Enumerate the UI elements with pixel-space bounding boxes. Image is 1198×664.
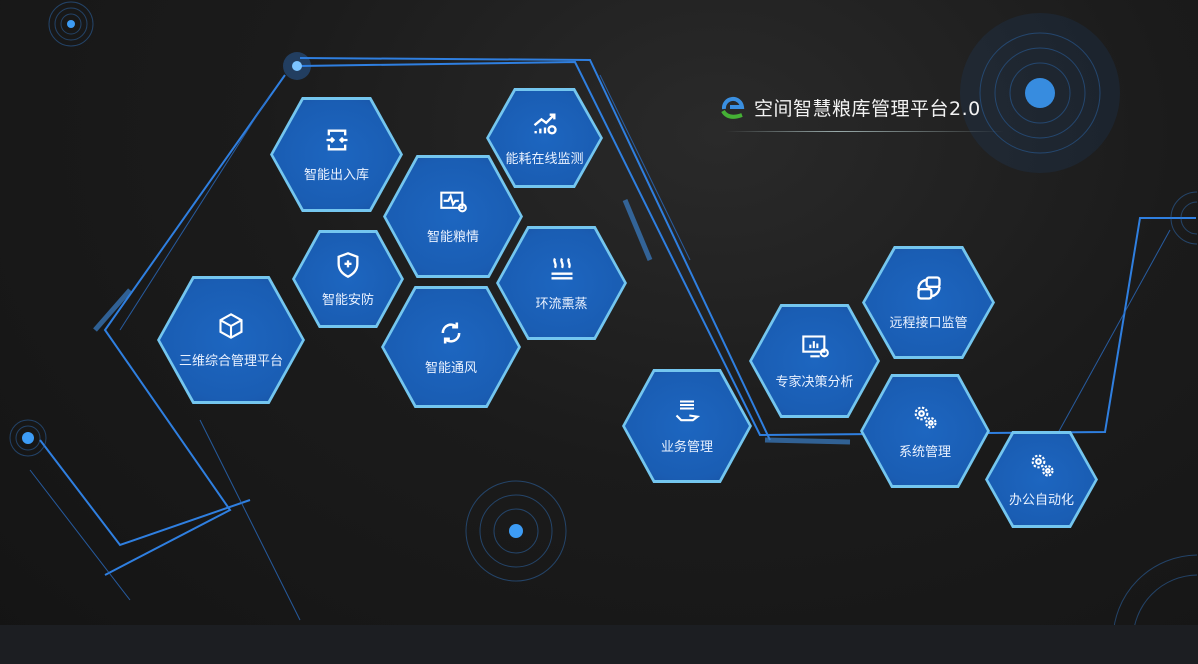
module-smart-ventilation[interactable]: 智能通风 [381,286,521,408]
module-system-management[interactable]: 系统管理 [860,374,990,488]
module-energy-monitoring[interactable]: 能耗在线监测 [486,88,603,188]
module-label: 系统管理 [898,444,951,460]
module-label: 专家决策分析 [775,374,854,390]
analytics-screen-icon [801,334,829,357]
cube-icon [219,312,243,339]
module-label: 智能通风 [424,360,477,376]
module-smart-security[interactable]: 智能安防 [292,230,404,328]
module-fumigation[interactable]: 环流熏蒸 [496,226,627,340]
footer-bar [0,625,1198,664]
module-label: 远程接口监管 [889,316,968,331]
module-label: 能耗在线监测 [505,151,584,167]
module-3d-platform[interactable]: 三维综合管理平台 [157,276,305,404]
monitor-pulse-icon [440,191,467,213]
module-business-management[interactable]: 业务管理 [622,369,752,483]
heat-waves-icon [551,257,572,279]
energy-chart-icon [533,113,557,134]
refresh-icon [441,322,461,343]
page-title: 空间智慧粮库管理平台2.0 [754,98,981,120]
gears-icon [1031,454,1054,477]
app-title: 空间智慧粮库管理平台2.0 [720,94,981,121]
title-divider [725,131,1005,132]
module-expert-decision[interactable]: 专家决策分析 [749,304,880,418]
transfer-arrows-icon [326,129,347,151]
module-label: 办公自动化 [1008,493,1074,508]
interface-blocks-icon [916,276,941,300]
module-label: 智能安防 [321,292,374,308]
module-label: 三维综合管理平台 [178,353,283,369]
module-label: 智能粮情 [426,230,479,245]
gears-icon [914,406,937,429]
grain-platform-logo-icon [721,96,745,119]
module-smart-grain-condition[interactable]: 智能粮情 [383,155,523,278]
hand-list-icon [675,399,701,421]
module-office-automation[interactable]: 办公自动化 [985,431,1098,528]
module-smart-warehousing[interactable]: 智能出入库 [270,97,403,212]
shield-plus-icon [337,251,359,278]
module-label: 智能出入库 [303,168,369,183]
module-label: 业务管理 [660,439,713,455]
module-label: 环流熏蒸 [535,296,588,312]
module-remote-interface[interactable]: 远程接口监管 [862,246,995,359]
